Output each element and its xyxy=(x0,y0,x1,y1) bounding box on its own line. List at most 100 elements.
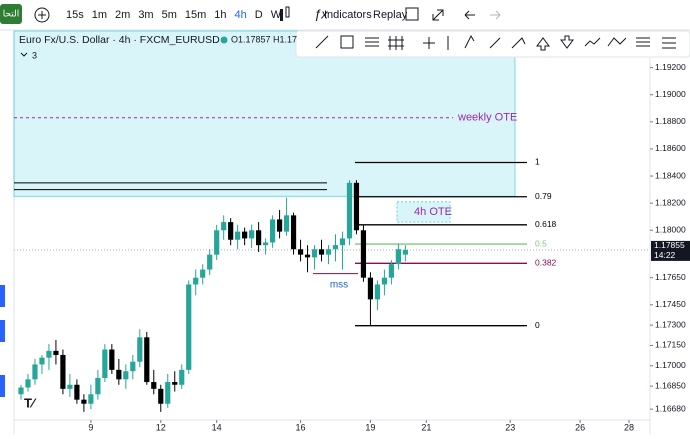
candle-body xyxy=(290,215,297,250)
x-tick-label: 14 xyxy=(212,422,222,432)
fx-icon[interactable]: ƒx xyxy=(314,6,328,21)
x-tick-label: 19 xyxy=(365,422,375,432)
candle-body xyxy=(283,215,290,232)
interval-button[interactable]: 2m xyxy=(115,9,130,21)
indicator-count: 3 xyxy=(32,50,37,60)
add-symbol[interactable] xyxy=(34,7,50,23)
weekly-ote-zone xyxy=(13,30,516,197)
y-tick-label: 1.19200 xyxy=(655,62,686,72)
x-tick-label: 26 xyxy=(575,422,585,432)
candle-body xyxy=(367,277,374,300)
interval-button[interactable]: 15m xyxy=(185,9,206,21)
candle-body xyxy=(276,219,283,232)
interval-button[interactable]: 15s xyxy=(66,9,84,21)
brush-tool[interactable] xyxy=(464,34,475,49)
legend-toggle[interactable] xyxy=(20,52,28,57)
candle-body xyxy=(402,249,408,255)
x-tick-label: 21 xyxy=(421,422,431,432)
candle-body xyxy=(263,242,269,246)
indicators-button[interactable]: Indicators xyxy=(324,9,372,21)
y-tick-label: 1.17300 xyxy=(655,319,686,329)
lines-tool[interactable] xyxy=(662,37,676,49)
y-tick-label: 1.18600 xyxy=(655,143,686,153)
y-tick-label: 1.18200 xyxy=(655,197,686,207)
pen-tool[interactable] xyxy=(511,37,526,49)
interval-button[interactable]: 5m xyxy=(162,9,177,21)
interval-button[interactable]: 3m xyxy=(138,9,153,21)
candle-body xyxy=(137,337,143,362)
arrow-down-tool[interactable] xyxy=(560,35,574,49)
add-symbol-plus xyxy=(38,11,46,19)
path-tool[interactable] xyxy=(584,37,601,47)
candle-body xyxy=(53,350,59,355)
candle-body xyxy=(360,230,367,278)
fullscreen-icon[interactable] xyxy=(432,9,444,21)
interval-button[interactable]: 1m xyxy=(92,9,107,21)
y-tick-label: 1.19000 xyxy=(655,89,686,99)
candle-body xyxy=(221,222,227,231)
fib-label: 0 xyxy=(535,320,540,330)
candle-body xyxy=(304,254,311,258)
left-tool[interactable] xyxy=(0,320,5,342)
y-tick-label: 1.17450 xyxy=(655,299,686,309)
candle-body xyxy=(102,349,108,378)
candle-body xyxy=(186,284,192,370)
interval-button[interactable]: 1h xyxy=(214,9,226,21)
candle-body xyxy=(228,222,234,240)
ray-tool[interactable] xyxy=(489,37,501,49)
candle-body xyxy=(172,382,178,385)
chart-title: Euro Fx/U.S. Dollar · 4h · FXCM_EURUSD xyxy=(19,34,220,46)
badge-button[interactable] xyxy=(0,4,22,24)
y-tick-label: 1.18800 xyxy=(655,116,686,126)
candle-body xyxy=(151,382,157,389)
candle-body xyxy=(144,337,150,383)
y-tick-label: 1.17150 xyxy=(655,340,686,350)
y-tick-label: 1.18400 xyxy=(655,170,686,180)
badge-text: التحا xyxy=(3,8,20,18)
grid-tool[interactable] xyxy=(388,36,404,50)
drawing-tools xyxy=(315,34,676,51)
polyline-tool[interactable] xyxy=(607,37,627,47)
candle-body xyxy=(32,364,38,380)
top-toolbar xyxy=(0,0,690,30)
interval-button[interactable]: 4h xyxy=(235,9,247,21)
candle-body xyxy=(374,284,381,300)
candle-body xyxy=(158,388,164,404)
interval-button[interactable]: D xyxy=(255,9,263,21)
undo-icon[interactable] xyxy=(464,10,475,20)
interval-button[interactable]: W xyxy=(271,9,282,21)
x-tick-label: 23 xyxy=(505,422,515,432)
fib-label: 0.5 xyxy=(535,238,547,248)
candle-body xyxy=(109,349,115,370)
left-tool[interactable] xyxy=(0,285,5,307)
x-tick-label: 12 xyxy=(156,422,166,432)
left-tool[interactable] xyxy=(0,375,5,397)
fib-tool[interactable] xyxy=(365,37,379,47)
candle-body xyxy=(193,277,199,285)
candle-body xyxy=(353,182,360,231)
candle-body xyxy=(67,384,73,389)
rect-tool[interactable] xyxy=(340,35,354,49)
candle-body xyxy=(46,350,52,358)
candle-body xyxy=(200,269,206,278)
lines-tool[interactable] xyxy=(636,37,650,47)
candle-body xyxy=(256,230,262,246)
chart-style-icon[interactable] xyxy=(280,9,283,21)
fib-label: 1 xyxy=(535,157,540,167)
trendline-tool[interactable] xyxy=(315,35,329,49)
candle-body xyxy=(88,394,94,404)
fib-label: 0.79 xyxy=(535,191,552,201)
candle-body xyxy=(18,387,24,395)
replay-button[interactable]: Replay xyxy=(373,9,408,21)
arrow-up-tool[interactable] xyxy=(536,37,550,51)
cross-tool[interactable] xyxy=(423,37,435,49)
x-tick-label: 16 xyxy=(296,422,306,432)
candle-body xyxy=(179,369,185,385)
redo-icon[interactable] xyxy=(490,10,501,20)
layout-icon[interactable] xyxy=(405,7,419,21)
countdown: 14:22 xyxy=(654,250,676,260)
candle-body xyxy=(81,399,87,404)
tv-logo: T⁄ xyxy=(24,395,37,410)
ohlc-header: O1.17857 H1.17 xyxy=(231,34,297,44)
